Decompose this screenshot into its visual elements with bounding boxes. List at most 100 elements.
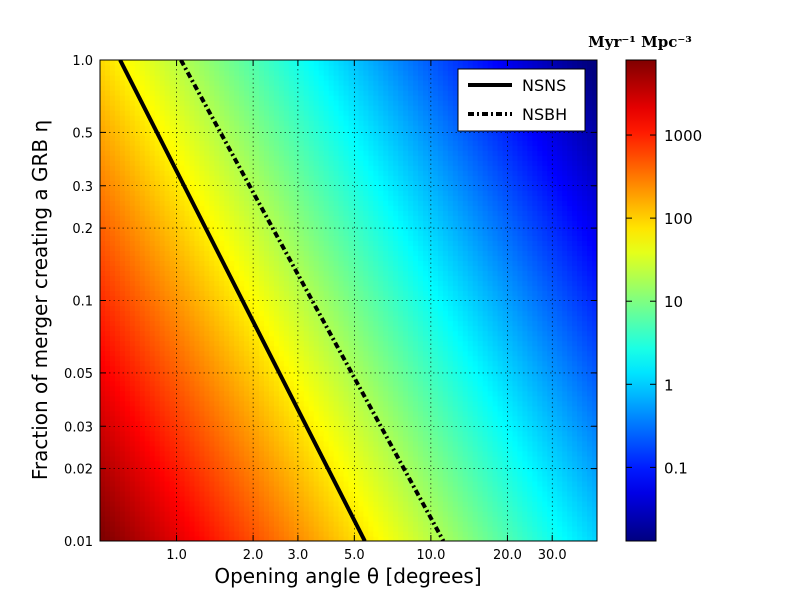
heatmap-cell [129, 430, 136, 437]
heatmap-cell [254, 105, 260, 111]
heatmap-cell [109, 440, 116, 447]
heatmap-cell [283, 305, 290, 312]
heatmap-cell [184, 85, 191, 91]
heatmap-cell [149, 385, 156, 392]
heatmap-cell [298, 400, 305, 407]
heatmap-cell [264, 210, 270, 216]
heatmap-cell [124, 60, 131, 66]
heatmap-cell [343, 60, 350, 66]
heatmap-cell [214, 85, 220, 91]
heatmap-cell [149, 155, 156, 161]
heatmap-cell [204, 85, 210, 91]
heatmap-cell [249, 390, 255, 397]
heatmap-cell [273, 330, 280, 337]
heatmap-cell [308, 205, 315, 211]
heatmap-cell [273, 475, 280, 482]
heatmap-cell [209, 530, 215, 537]
heatmap-cell [149, 395, 156, 402]
heatmap-cell [154, 105, 161, 111]
heatmap-cell [139, 525, 146, 532]
heatmap-cell [338, 155, 345, 161]
heatmap-cell [194, 430, 200, 437]
heatmap-cell [139, 165, 146, 171]
heatmap-cell [114, 150, 121, 156]
heatmap-cell [343, 280, 350, 287]
heatmap-cell [154, 425, 161, 432]
heatmap-cell [348, 345, 355, 352]
heatmap-cell [129, 285, 136, 292]
heatmap-cell [139, 480, 146, 487]
heatmap-cell [219, 105, 225, 111]
heatmap-cell [249, 270, 255, 277]
heatmap-cell [109, 190, 116, 196]
heatmap-cell [119, 450, 126, 457]
heatmap-cell [174, 300, 181, 307]
heatmap-cell [293, 150, 300, 156]
heatmap-cell [308, 240, 315, 246]
heatmap-cell [338, 405, 345, 412]
heatmap-cell [194, 495, 200, 502]
heatmap-cell [288, 520, 295, 527]
heatmap-cell [169, 200, 176, 206]
heatmap-cell [164, 245, 171, 251]
heatmap-cell [303, 290, 310, 297]
heatmap-cell [249, 280, 255, 287]
heatmap-cell [254, 205, 260, 211]
heatmap-cell [333, 370, 340, 377]
heatmap-cell [139, 495, 146, 502]
heatmap-cell [338, 475, 345, 482]
heatmap-cell [234, 415, 240, 422]
heatmap-cell [338, 525, 345, 532]
heatmap-cell [139, 160, 146, 166]
heatmap-cell [204, 505, 210, 512]
heatmap-cell [209, 120, 215, 126]
heatmap-cell [358, 535, 365, 541]
heatmap-cell [259, 190, 265, 196]
heatmap-cell [278, 170, 285, 176]
heatmap-cell [224, 440, 230, 447]
heatmap-cell [134, 530, 141, 537]
heatmap-cell [139, 115, 146, 121]
heatmap-cell [139, 505, 146, 512]
heatmap-cell [144, 455, 151, 462]
heatmap-cell [134, 125, 141, 131]
heatmap-cell [124, 95, 131, 101]
heatmap-cell [199, 360, 205, 367]
heatmap-cell [100, 205, 106, 211]
heatmap-cell [184, 135, 191, 141]
heatmap-cell [303, 170, 310, 176]
heatmap-cell [204, 220, 210, 226]
heatmap-cell [219, 300, 225, 307]
heatmap-cell [169, 455, 176, 462]
heatmap-cell [298, 255, 305, 262]
heatmap-cell [338, 360, 345, 367]
heatmap-cell [159, 240, 166, 246]
heatmap-cell [328, 170, 335, 176]
heatmap-cell [234, 240, 240, 246]
heatmap-cell [273, 440, 280, 447]
heatmap-cell [234, 135, 240, 141]
heatmap-cell [169, 405, 176, 412]
heatmap-cell [254, 245, 260, 251]
heatmap-cell [199, 115, 205, 121]
heatmap-cell [234, 520, 240, 527]
heatmap-cell [249, 145, 255, 151]
heatmap-cell [264, 90, 270, 96]
heatmap-cell [338, 390, 345, 397]
heatmap-cell [283, 470, 290, 477]
heatmap-cell [273, 240, 280, 246]
heatmap-cell [353, 165, 360, 171]
heatmap-cell [249, 345, 255, 352]
heatmap-cell [169, 445, 176, 452]
heatmap-cell [219, 70, 225, 76]
heatmap-cell [179, 365, 186, 372]
heatmap-cell [219, 180, 225, 186]
heatmap-cell [159, 530, 166, 537]
heatmap-cell [164, 370, 171, 377]
heatmap-cell [159, 380, 166, 387]
heatmap-cell [283, 95, 290, 101]
heatmap-cell [164, 140, 171, 146]
heatmap-cell [129, 360, 136, 367]
heatmap-cell [199, 350, 205, 357]
heatmap-cell [308, 290, 315, 297]
